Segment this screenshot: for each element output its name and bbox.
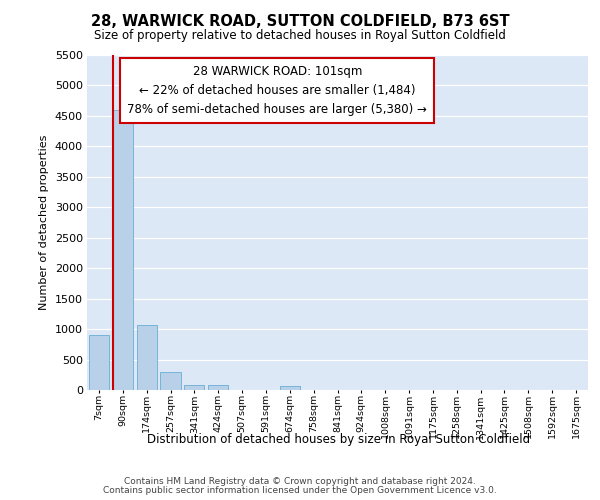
Text: Size of property relative to detached houses in Royal Sutton Coldfield: Size of property relative to detached ho… — [94, 29, 506, 42]
Bar — [160, 372, 181, 390]
Y-axis label: Number of detached properties: Number of detached properties — [39, 135, 49, 310]
Bar — [184, 385, 205, 390]
Text: Distribution of detached houses by size in Royal Sutton Coldfield: Distribution of detached houses by size … — [148, 432, 530, 446]
Bar — [89, 335, 109, 390]
Text: Contains public sector information licensed under the Open Government Licence v3: Contains public sector information licen… — [103, 486, 497, 495]
Bar — [113, 110, 133, 390]
Bar — [137, 326, 157, 390]
Text: 28 WARWICK ROAD: 101sqm
← 22% of detached houses are smaller (1,484)
78% of semi: 28 WARWICK ROAD: 101sqm ← 22% of detache… — [127, 65, 427, 116]
Text: 28, WARWICK ROAD, SUTTON COLDFIELD, B73 6ST: 28, WARWICK ROAD, SUTTON COLDFIELD, B73 … — [91, 14, 509, 29]
Bar — [208, 385, 229, 390]
Text: Contains HM Land Registry data © Crown copyright and database right 2024.: Contains HM Land Registry data © Crown c… — [124, 477, 476, 486]
Bar — [280, 386, 300, 390]
